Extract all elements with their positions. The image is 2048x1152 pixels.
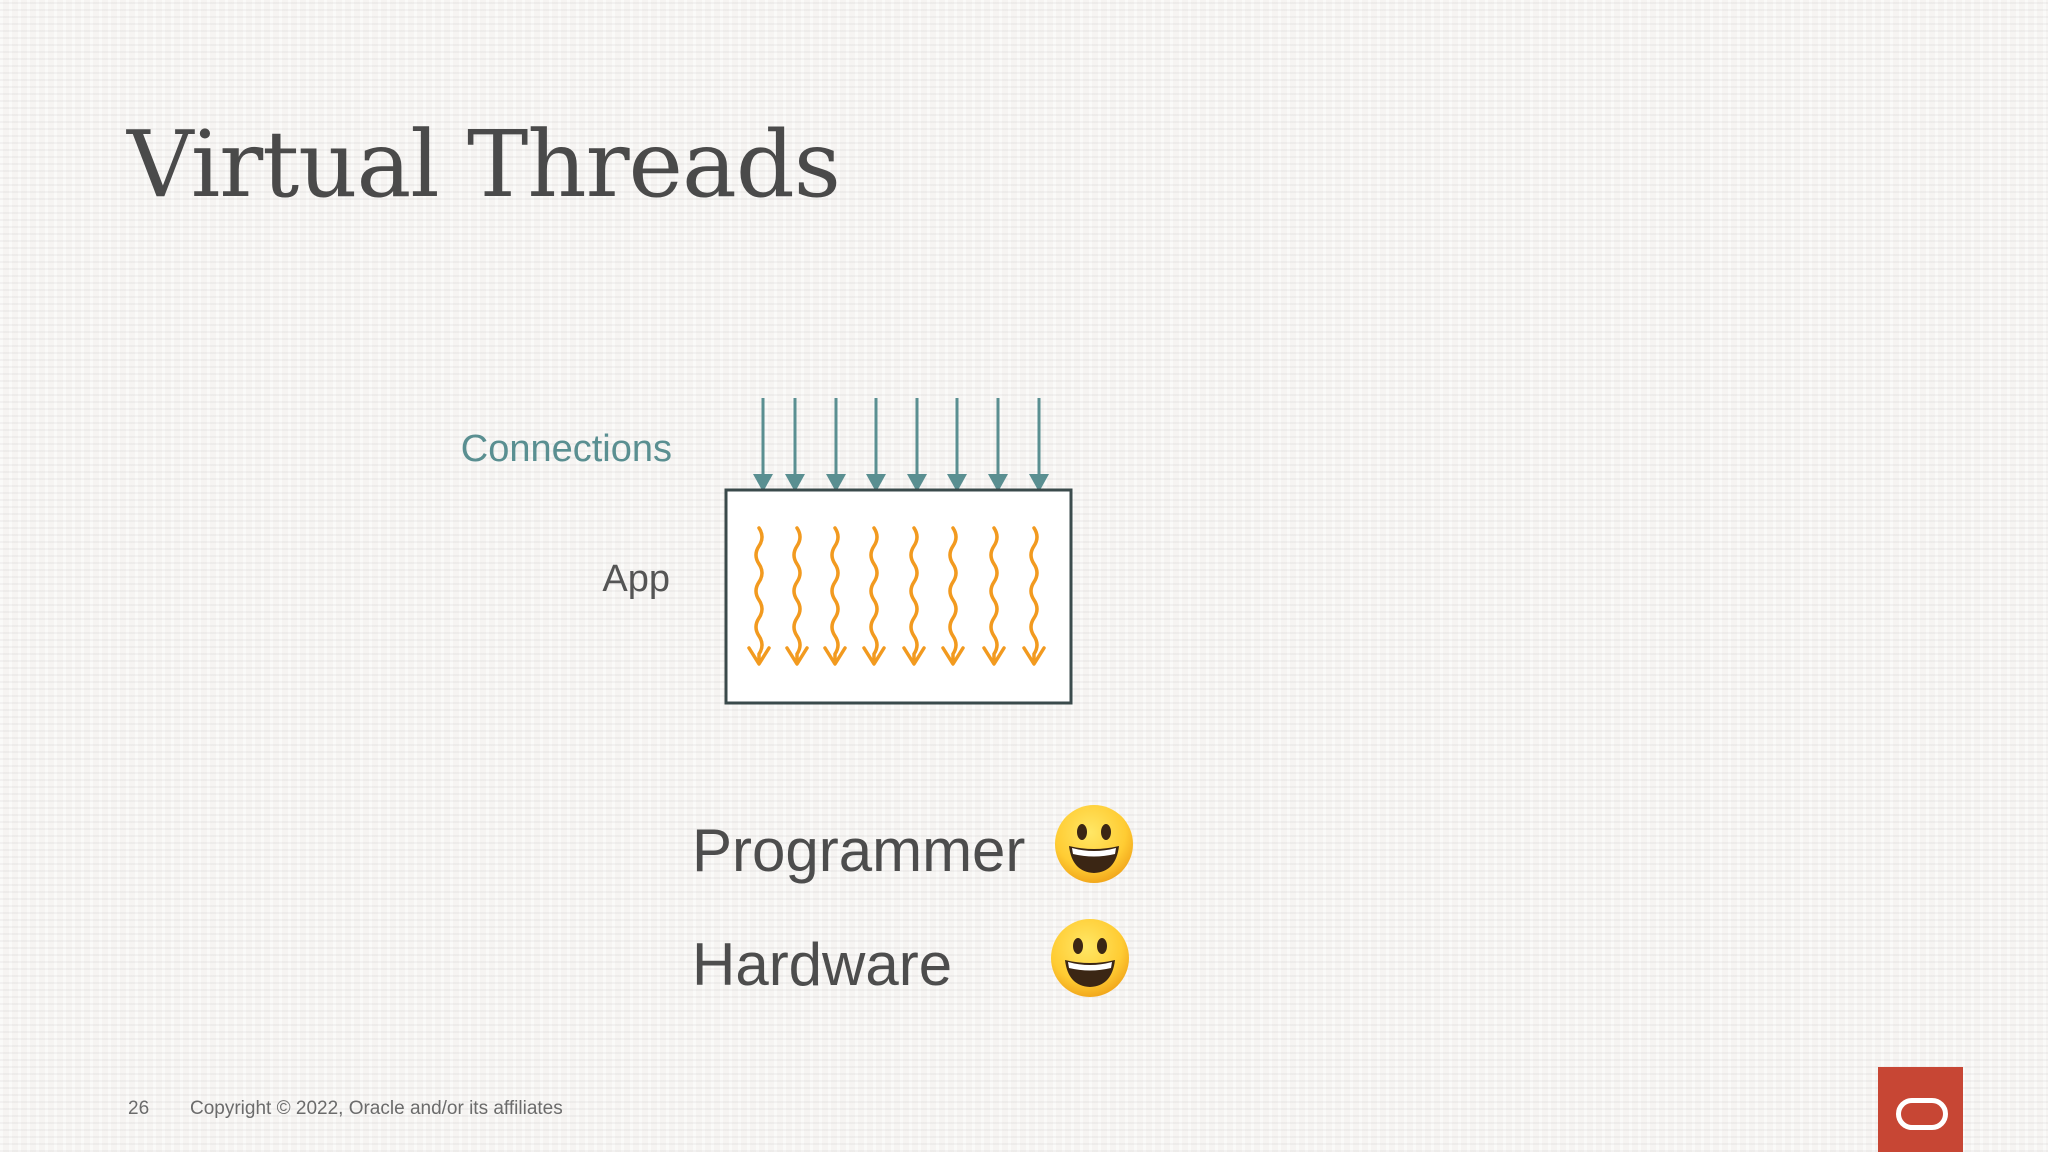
app-label: App — [602, 558, 670, 600]
virtual-thread — [862, 526, 886, 666]
slide-title: Virtual Threads — [127, 111, 841, 218]
oracle-logo-icon — [1878, 1067, 1963, 1152]
oracle-ring-icon — [1896, 1098, 1948, 1130]
virtual-thread — [785, 526, 809, 666]
virtual-thread — [747, 526, 771, 666]
connection-arrow — [826, 398, 846, 492]
connection-arrow — [753, 398, 773, 492]
connections-label: Connections — [460, 428, 672, 470]
connection-arrow — [907, 398, 927, 492]
virtual-thread — [902, 526, 926, 666]
connection-arrow — [785, 398, 805, 492]
virtual-threads — [747, 526, 1046, 666]
virtual-thread — [941, 526, 965, 666]
connection-arrow — [866, 398, 886, 492]
page-number: 26 — [128, 1098, 150, 1119]
connection-arrows — [753, 398, 1049, 492]
programmer-label: Programmer — [692, 817, 1026, 884]
connection-arrow — [988, 398, 1008, 492]
virtual-thread — [823, 526, 847, 666]
connection-arrow — [947, 398, 967, 492]
copyright-text: Copyright © 2022, Oracle and/or its affi… — [190, 1098, 563, 1119]
virtual-thread — [1022, 526, 1046, 666]
grinning-face-icon — [1055, 805, 1133, 883]
virtual-thread — [982, 526, 1006, 666]
grinning-face-icon — [1051, 919, 1129, 997]
hardware-label: Hardware — [692, 931, 953, 998]
connection-arrow — [1029, 398, 1049, 492]
app-box — [724, 488, 1073, 705]
